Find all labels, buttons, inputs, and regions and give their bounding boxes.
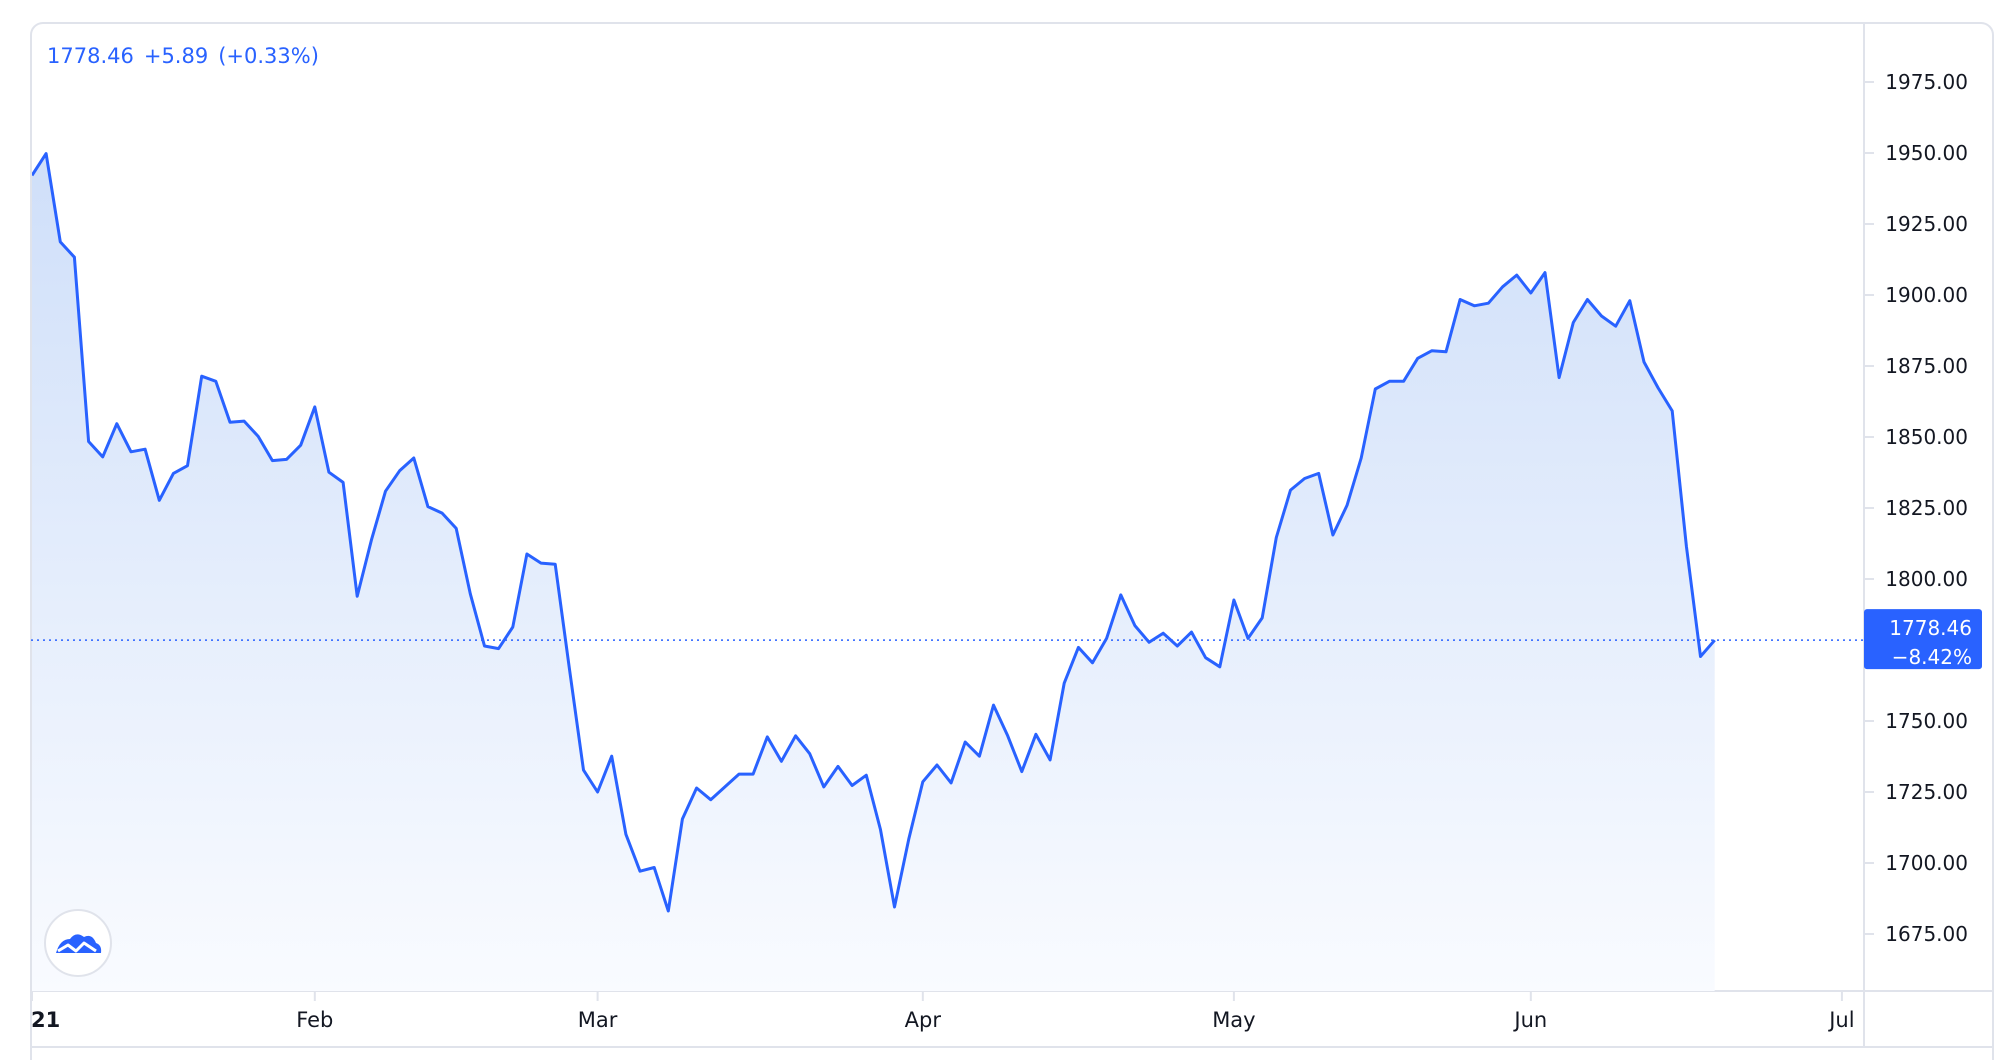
time-tick-label: May: [1212, 1008, 1255, 1032]
price-tick-label: 1800.00: [1885, 567, 1968, 591]
badge-background: [1864, 609, 1982, 670]
time-tick-label: Jun: [1512, 1008, 1547, 1032]
badge-change-pct: −8.42%: [1892, 645, 1972, 669]
time-tick-label: Mar: [578, 1008, 618, 1032]
price-tick-label: 1975.00: [1885, 70, 1968, 94]
legend-price: 1778.46: [47, 44, 134, 68]
price-tick-label: 1875.00: [1885, 354, 1968, 378]
time-tick-label: Apr: [905, 1008, 942, 1032]
price-tick-label: 1825.00: [1885, 496, 1968, 520]
price-line: [32, 152, 1716, 913]
badge-price: 1778.46: [1889, 616, 1972, 640]
legend-change: +5.89: [143, 44, 209, 68]
tradingview-logo-icon[interactable]: [44, 909, 112, 977]
area-fill: [32, 153, 1715, 991]
time-tick-label: Feb: [296, 1008, 333, 1032]
legend-change-pct: (+0.33%): [218, 44, 319, 68]
price-tick-label: 1675.00: [1885, 922, 1968, 946]
price-tick-label: 1950.00: [1885, 141, 1968, 165]
time-axis[interactable]: 21 Feb Mar Apr May Jun Jul: [31, 991, 1855, 1032]
price-legend: 1778.46 +5.89 (+0.33%): [47, 44, 329, 68]
last-price-badge: 1778.46 −8.42%: [1864, 609, 1982, 670]
time-tick-label: Jul: [1827, 1008, 1854, 1032]
price-tick-label: 1900.00: [1885, 283, 1968, 307]
price-axis[interactable]: 1675.00 1700.00 1725.00 1750.00 1800.00 1825.…: [1864, 70, 1968, 946]
price-tick-label: 1725.00: [1885, 780, 1968, 804]
price-tick-label: 1850.00: [1885, 425, 1968, 449]
price-tick-label: 1925.00: [1885, 212, 1968, 236]
price-tick-label: 1750.00: [1885, 709, 1968, 733]
time-tick-label: 21: [31, 1008, 60, 1032]
price-tick-label: 1700.00: [1885, 851, 1968, 875]
